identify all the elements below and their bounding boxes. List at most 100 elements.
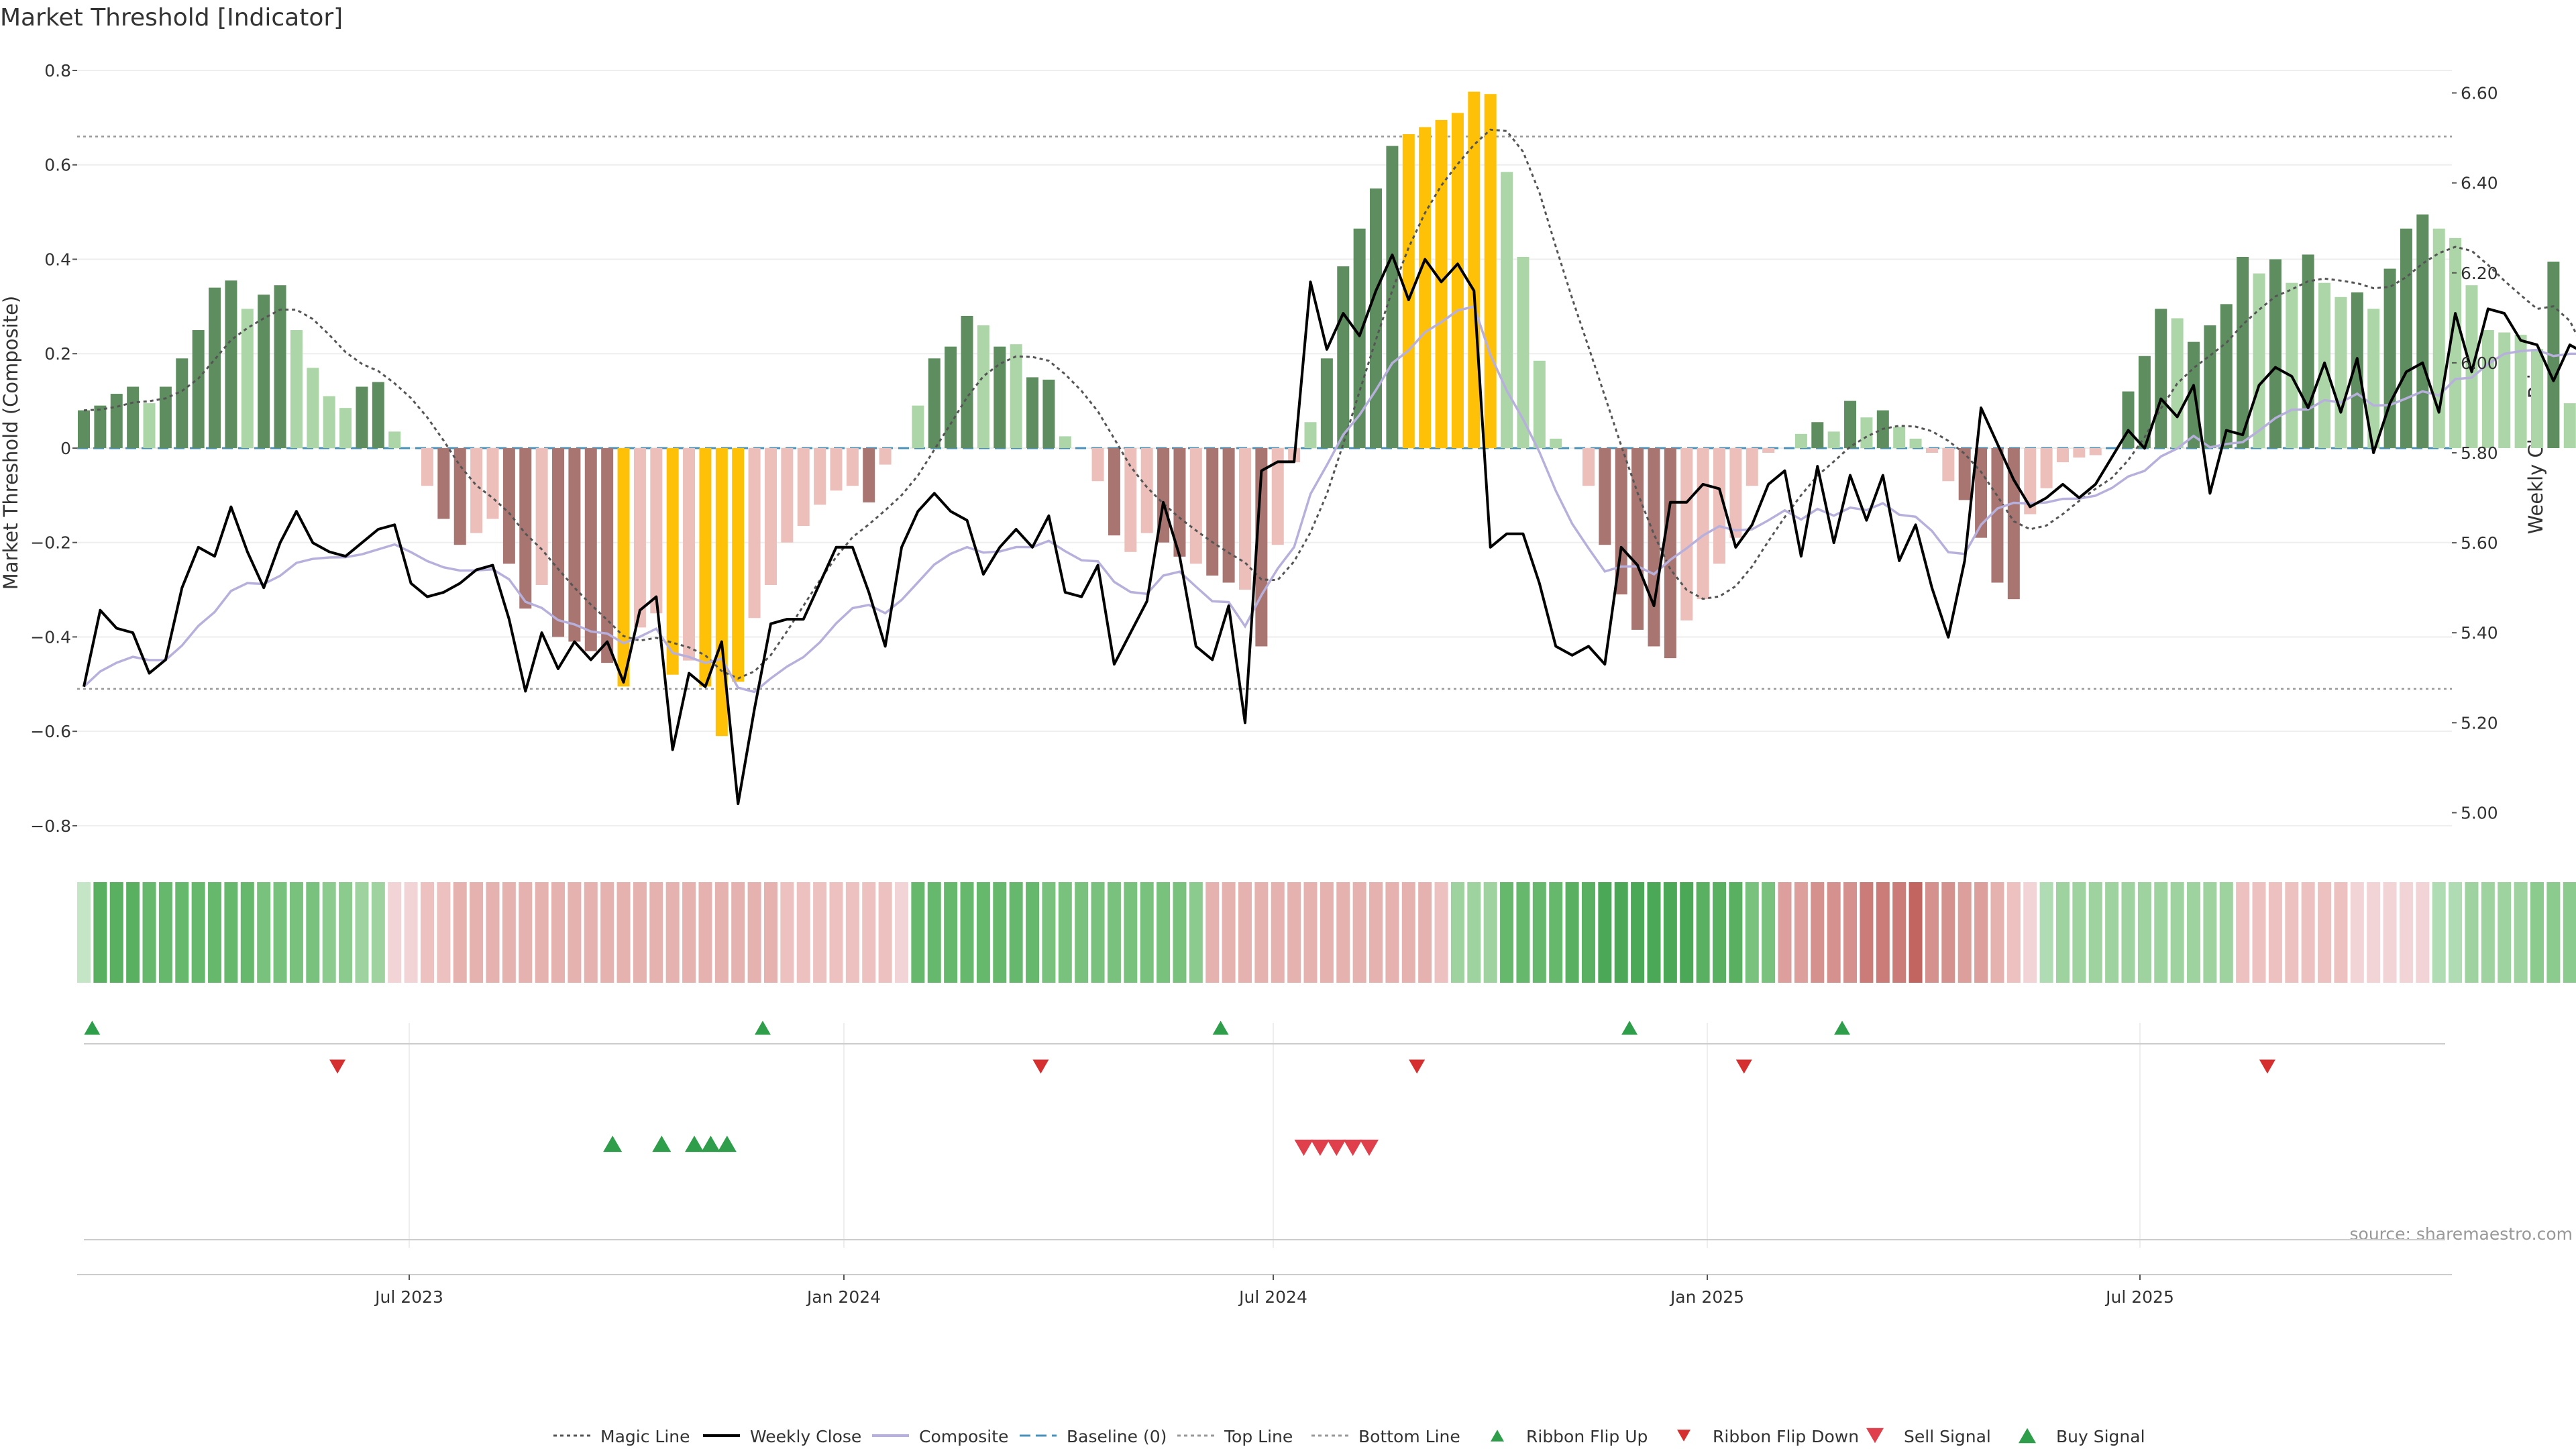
y2-axis: 6.60 6.40 6.20 6.00 5.80 5.60 5.40 5.20 5.00 (2452, 84, 2498, 822)
ribbon-cell (2154, 882, 2168, 983)
legend-label: Top Line (1224, 1427, 1293, 1446)
ribbon-cell (1107, 882, 1121, 983)
ribbon-flip-up-marker (1834, 1020, 1851, 1035)
ribbon-cell (1631, 882, 1645, 983)
ribbon-cell (371, 882, 385, 983)
composite-bar (568, 447, 581, 642)
ribbon-cell (158, 882, 172, 983)
buy-signal-marker (701, 1135, 720, 1152)
ribbon-cell (1058, 882, 1072, 983)
composite-bar (633, 447, 646, 628)
composite-bar (1697, 447, 1709, 600)
ribbon-cell (93, 882, 107, 983)
ribbon-cell (1811, 882, 1825, 983)
composite-bar (2367, 309, 2380, 448)
ribbon-cell (568, 882, 582, 983)
ribbon-cell (1941, 882, 1955, 983)
composite-bar (1059, 436, 1071, 448)
ribbon-cell (1320, 882, 1334, 983)
ribbon-cell (747, 882, 761, 983)
magic-line (83, 128, 2576, 680)
y-tick-label: 0.2 (44, 344, 71, 364)
ribbon-cell (1745, 882, 1759, 983)
sell-signal-marker (1310, 1139, 1330, 1157)
composite-bar (372, 382, 384, 448)
ribbon-cell (895, 882, 908, 983)
y-tick-label: −0.4 (30, 627, 71, 647)
sell-signal-marker (1360, 1139, 1379, 1157)
ribbon-cell (1892, 882, 1907, 983)
ribbon-cell (1140, 882, 1154, 983)
ribbon-cell (470, 882, 484, 983)
composite-bar (1091, 447, 1104, 482)
ribbon-cell (1713, 882, 1726, 983)
signal-panels (77, 1020, 2452, 1275)
ribbon-cell (1009, 882, 1023, 983)
grid (77, 70, 2452, 1248)
composite-bar (2089, 447, 2102, 455)
y-tick-label: −0.8 (30, 816, 71, 836)
ribbon-cell (665, 882, 680, 983)
ribbon-cell (944, 882, 958, 983)
ribbon-cell (322, 882, 336, 983)
composite-bar (1189, 447, 1202, 564)
ribbon-cell (437, 882, 451, 983)
ribbon-cell (1778, 882, 1792, 983)
ribbon-cell (1336, 882, 1350, 983)
composite-bar (274, 285, 286, 448)
composite-bar (241, 309, 254, 448)
ribbon-cell (698, 882, 712, 983)
ribbon-cell (1876, 882, 1890, 983)
composite-bar (1501, 172, 1513, 448)
ribbon-cell (273, 882, 287, 983)
composite-bar (127, 386, 140, 448)
composite-bar (535, 447, 548, 586)
ribbon-cell (2170, 882, 2184, 983)
y2-tick-label: 6.40 (2461, 174, 2498, 193)
ribbon-cell (2432, 882, 2446, 983)
composite-bar (1435, 119, 1448, 448)
ribbon-cell (845, 882, 859, 983)
ribbon-cell (191, 882, 205, 983)
composite-bar (1794, 433, 1807, 448)
ribbon-cell (1925, 882, 1939, 983)
buy-signal-marker (717, 1135, 737, 1152)
y2-tick-label: 6.20 (2461, 264, 2498, 283)
buy-signal-marker (685, 1135, 704, 1152)
ribbon-cell (535, 882, 549, 983)
composite-bar (945, 346, 957, 448)
ribbon-cell (2039, 882, 2053, 983)
legend-label: Magic Line (600, 1427, 690, 1446)
ribbon-cell (77, 882, 91, 983)
composite-bar (225, 280, 237, 448)
ribbon-cell (2219, 882, 2233, 983)
composite-bar (2155, 309, 2167, 448)
ribbon-strip (77, 882, 2576, 983)
ribbon-cell (829, 882, 843, 983)
composite-bar (1648, 447, 1660, 647)
composite-bar (519, 447, 532, 609)
composite-bar (2416, 214, 2429, 448)
composite-bar (388, 431, 401, 448)
composite-bar (846, 447, 859, 486)
ribbon-cell (600, 882, 614, 983)
composite-bar (2563, 403, 2576, 448)
composite-bar (1271, 447, 1284, 545)
legend-swatch (2019, 1428, 2036, 1444)
ribbon-cell (2236, 882, 2250, 983)
ribbon-cell (682, 882, 696, 983)
composite-bar (617, 447, 630, 687)
ribbon-cell (2252, 882, 2266, 983)
ribbon-cell (1189, 882, 1203, 983)
series-lines (83, 128, 2576, 806)
ribbon-cell (1467, 882, 1481, 983)
composite-bar (748, 447, 761, 619)
composite-bar (2188, 341, 2200, 448)
ribbon-cell (2121, 882, 2135, 983)
ribbon-cell (1418, 882, 1432, 983)
ribbon-cell (2350, 882, 2364, 983)
buy-signal-marker (603, 1135, 623, 1152)
ribbon-cell (502, 882, 516, 983)
legend-swatch (1866, 1428, 1884, 1444)
